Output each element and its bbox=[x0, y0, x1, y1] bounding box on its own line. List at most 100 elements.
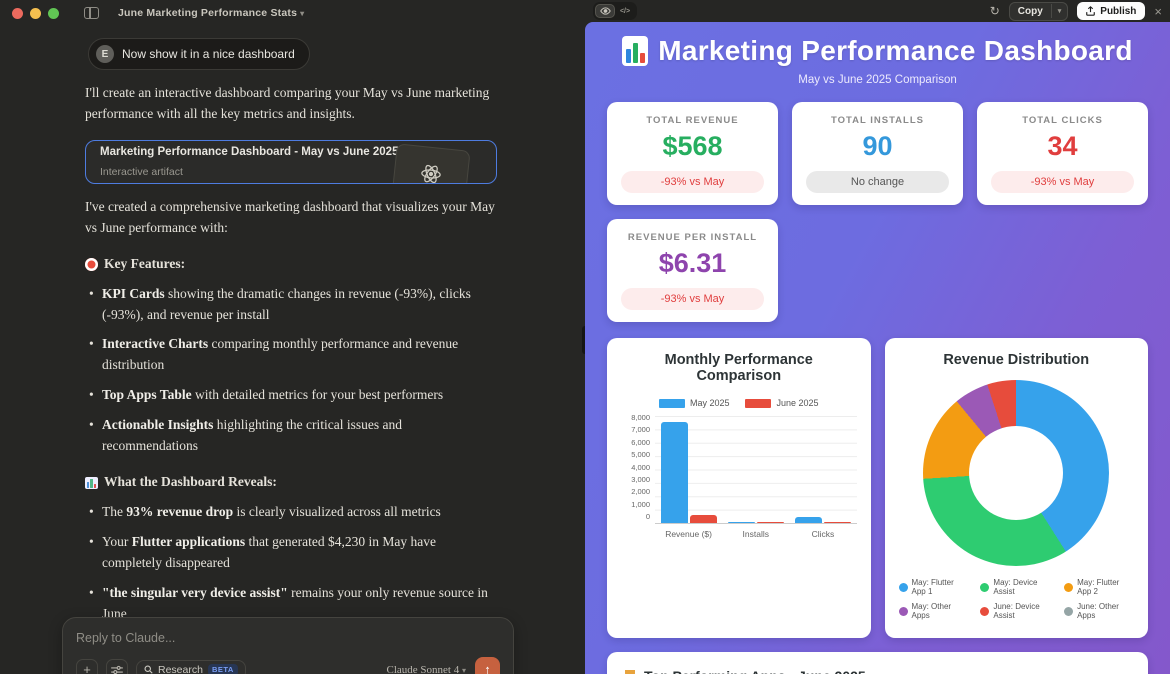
x-tick-label: Revenue ($) bbox=[665, 529, 712, 539]
bar-group-revenue bbox=[655, 416, 722, 523]
target-icon bbox=[85, 257, 98, 271]
bar-june-revenue[interactable] bbox=[689, 515, 717, 523]
kpi-change-badge: -93% vs May bbox=[621, 288, 764, 310]
refresh-icon[interactable]: ↻ bbox=[989, 4, 1000, 18]
artifact-thumbnail bbox=[391, 143, 471, 183]
chat-pane: June Marketing Performance Stats ▾ E Now … bbox=[0, 0, 585, 674]
kpi-label: TOTAL CLICKS bbox=[1022, 115, 1103, 126]
legend-item[interactable]: May: Device Assist bbox=[980, 578, 1052, 596]
user-message-text: Now show it in a nice dashboard bbox=[122, 47, 295, 61]
model-selector[interactable]: Claude Sonnet 4 ▾ bbox=[386, 663, 466, 674]
copy-button[interactable]: Copy ▾ bbox=[1008, 1, 1069, 21]
legend-item[interactable]: May 2025 bbox=[658, 398, 729, 408]
bar-june-clicks[interactable] bbox=[823, 522, 851, 523]
legend-dot bbox=[980, 606, 990, 616]
list-item: Actionable Insights highlighting the cri… bbox=[85, 415, 497, 457]
bar-group-installs bbox=[722, 416, 789, 523]
chat-thread: E Now show it in a nice dashboard I'll c… bbox=[85, 38, 497, 674]
artifact-title: Marketing Performance Dashboard - May vs… bbox=[100, 145, 399, 158]
view-toggle: </> bbox=[593, 2, 637, 20]
kpi-card-revenue: TOTAL REVENUE $568 -93% vs May bbox=[607, 102, 778, 205]
window-titlebar: June Marketing Performance Stats ▾ bbox=[0, 0, 585, 26]
artifact-toolbar: </> ↻ Copy ▾ Publish × bbox=[585, 0, 1170, 22]
upload-icon bbox=[1086, 6, 1096, 16]
publish-button[interactable]: Publish bbox=[1077, 2, 1146, 20]
bar-chart-icon bbox=[622, 36, 649, 66]
beta-badge: BETA bbox=[207, 663, 238, 674]
kpi-label: TOTAL REVENUE bbox=[646, 115, 739, 126]
list-item: Interactive Charts comparing monthly per… bbox=[85, 334, 497, 376]
artifact-card[interactable]: Marketing Performance Dashboard - May vs… bbox=[85, 139, 497, 184]
bar-chart-icon bbox=[85, 476, 98, 489]
top-apps-card: Top Performing Apps - June 2025 bbox=[607, 652, 1148, 674]
pie-chart-card: Revenue Distribution May: Flutter App 1 … bbox=[884, 338, 1148, 638]
research-button[interactable]: Research BETA bbox=[136, 659, 246, 674]
key-features-list: KPI Cards showing the dramatic changes i… bbox=[85, 284, 497, 457]
search-icon bbox=[144, 665, 153, 674]
bar-may-clicks[interactable] bbox=[794, 516, 822, 523]
avatar: E bbox=[96, 45, 114, 63]
artifact-subtitle: Interactive artifact bbox=[100, 165, 183, 178]
code-toggle-button[interactable]: </> bbox=[615, 4, 635, 18]
charts-row: Monthly Performance Comparison May 2025 … bbox=[585, 322, 1170, 638]
tools-button[interactable] bbox=[106, 658, 128, 674]
assistant-message: I'll create an interactive dashboard com… bbox=[85, 83, 497, 674]
dashboard-preview: Marketing Performance Dashboard May vs J… bbox=[585, 22, 1170, 674]
add-attachment-button[interactable]: + bbox=[76, 658, 98, 674]
bar-may-revenue[interactable] bbox=[660, 421, 688, 523]
user-message-bubble: E Now show it in a nice dashboard bbox=[88, 38, 310, 70]
close-artifact-icon[interactable]: × bbox=[1154, 3, 1162, 19]
send-button[interactable]: ↑ bbox=[475, 657, 500, 674]
preview-toggle-button[interactable] bbox=[595, 4, 615, 18]
bar-chart-legend: May 2025 June 2025 bbox=[621, 398, 857, 408]
chevron-down-icon: ▾ bbox=[300, 9, 305, 18]
bar-yaxis: 8,000 7,000 6,000 5,000 4,000 3,000 2,000 1,000… bbox=[631, 413, 650, 521]
sliders-icon bbox=[111, 665, 123, 674]
eye-icon bbox=[599, 7, 611, 15]
list-item: KPI Cards showing the dramatic changes i… bbox=[85, 284, 497, 326]
pie-chart-title: Revenue Distribution bbox=[943, 352, 1090, 368]
kpi-grid: TOTAL REVENUE $568 -93% vs May TOTAL INS… bbox=[585, 86, 1170, 322]
kpi-value: 34 bbox=[1047, 131, 1078, 161]
x-tick-label: Installs bbox=[742, 529, 769, 539]
x-tick-label: Clicks bbox=[811, 529, 835, 539]
bar-plot-area: 8,000 7,000 6,000 5,000 4,000 3,000 2,000 1,000… bbox=[621, 413, 857, 524]
legend-item[interactable]: June 2025 bbox=[745, 398, 819, 408]
legend-dot bbox=[1064, 582, 1074, 592]
dashboard-title: Marketing Performance Dashboard bbox=[585, 35, 1170, 67]
bar-may-installs[interactable] bbox=[727, 521, 755, 523]
window-close-button[interactable] bbox=[12, 7, 23, 19]
chevron-down-icon: ▾ bbox=[461, 665, 466, 674]
sidebar-toggle-icon[interactable] bbox=[84, 7, 99, 19]
kpi-card-revenue-per-install: REVENUE PER INSTALL $6.31 -93% vs May bbox=[607, 219, 778, 322]
legend-item[interactable]: May: Flutter App 2 bbox=[1064, 578, 1134, 596]
donut-chart[interactable] bbox=[923, 380, 1110, 566]
conversation-title[interactable]: June Marketing Performance Stats ▾ bbox=[118, 7, 305, 19]
reply-input[interactable] bbox=[76, 631, 500, 645]
kpi-change-badge: -93% vs May bbox=[621, 171, 764, 193]
kpi-change-badge: -93% vs May bbox=[991, 171, 1134, 193]
legend-dot bbox=[898, 606, 908, 616]
legend-item[interactable]: June: Device Assist bbox=[980, 602, 1052, 620]
kpi-value: $568 bbox=[662, 131, 723, 161]
chevron-down-icon[interactable]: ▾ bbox=[1050, 4, 1068, 18]
legend-dot bbox=[1064, 606, 1074, 616]
window-minimize-button[interactable] bbox=[30, 7, 41, 19]
pie-legend: May: Flutter App 1 May: Device Assist Ma… bbox=[898, 578, 1135, 620]
kpi-card-clicks: TOTAL CLICKS 34 -93% vs May bbox=[977, 102, 1148, 205]
bar-june-installs[interactable] bbox=[756, 521, 784, 523]
kpi-label: TOTAL INSTALLS bbox=[831, 115, 924, 126]
created-paragraph: I've created a comprehensive marketing d… bbox=[85, 198, 495, 235]
bar-xaxis: Revenue ($) Installs Clicks bbox=[655, 529, 857, 539]
dashboard-header: Marketing Performance Dashboard May vs J… bbox=[585, 22, 1170, 86]
top-apps-title: Top Performing Apps - June 2025 bbox=[623, 668, 1132, 674]
legend-item[interactable]: May: Flutter App 1 bbox=[898, 578, 969, 596]
window-zoom-button[interactable] bbox=[48, 7, 59, 19]
legend-item[interactable]: June: Other Apps bbox=[1064, 602, 1134, 620]
legend-swatch bbox=[658, 398, 685, 408]
dashboard-subtitle: May vs June 2025 Comparison bbox=[798, 74, 957, 86]
key-features-heading: Key Features: bbox=[85, 254, 497, 275]
bar-plot bbox=[655, 416, 857, 524]
legend-item[interactable]: May: Other Apps bbox=[898, 602, 969, 620]
